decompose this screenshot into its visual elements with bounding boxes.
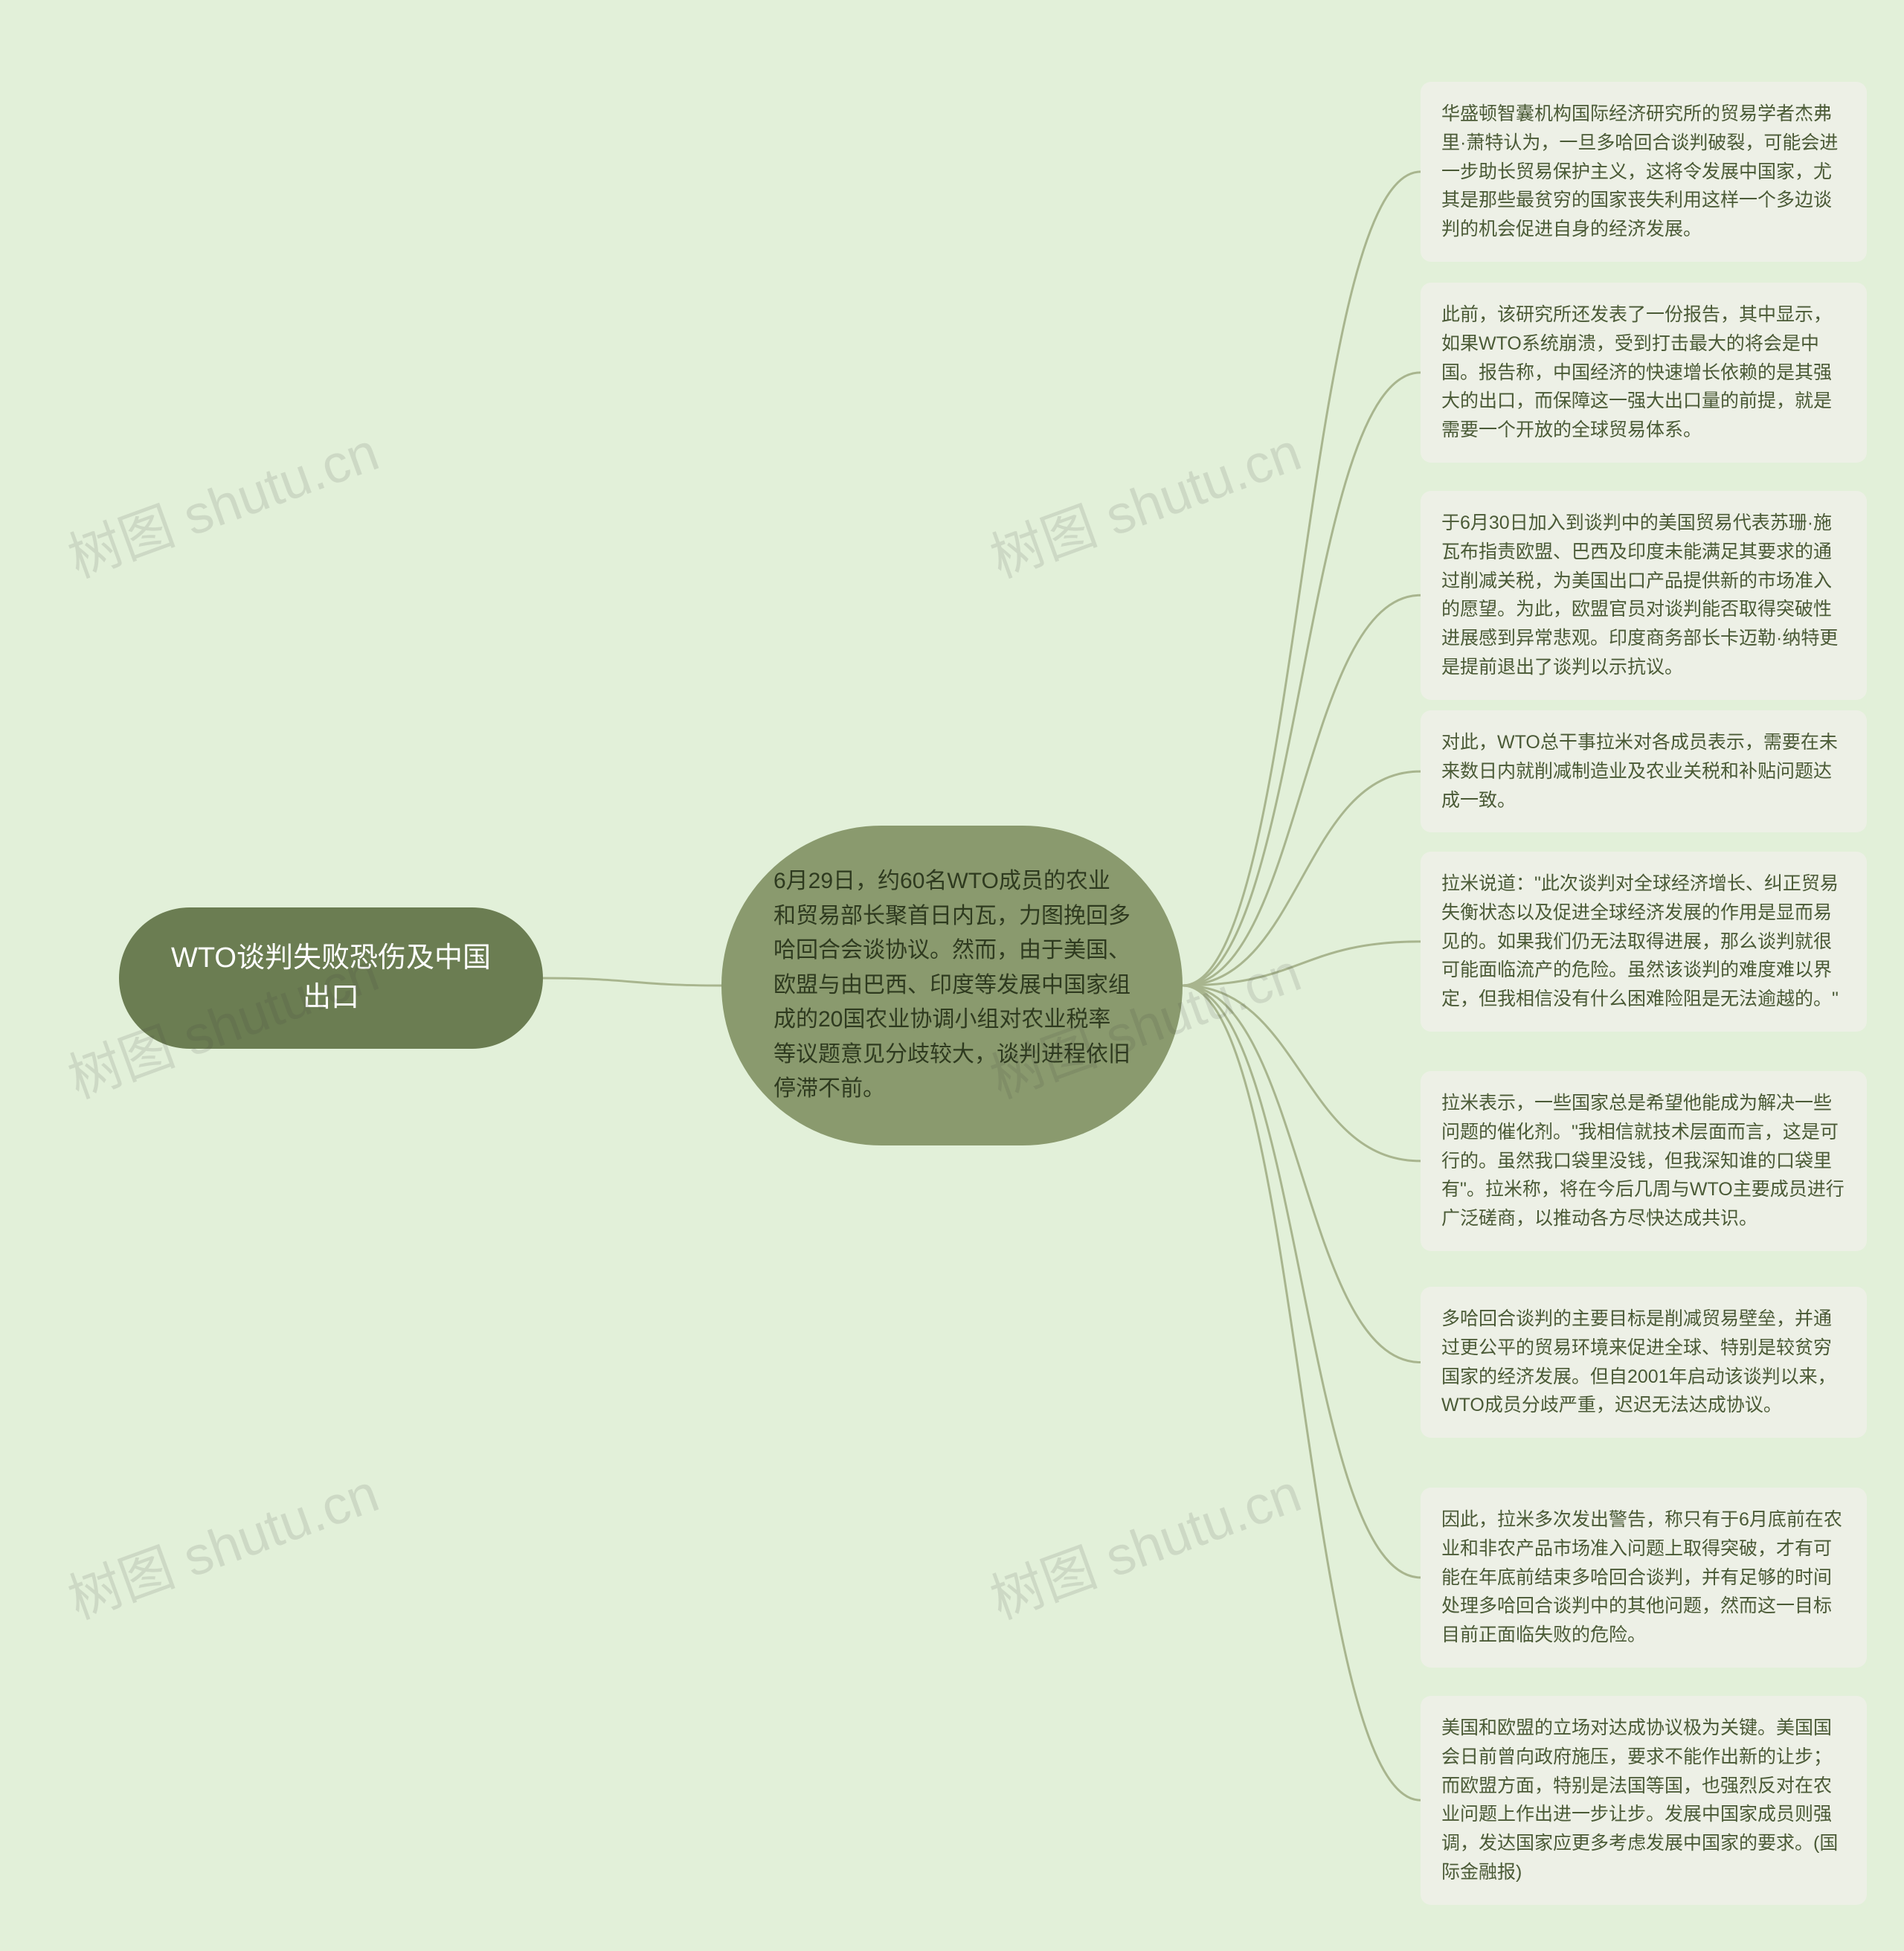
leaf-node[interactable]: 于6月30日加入到谈判中的美国贸易代表苏珊·施瓦布指责欧盟、巴西及印度未能满足其… [1421, 491, 1867, 700]
root-label: WTO谈判失败恐伤及中国出口 [164, 939, 498, 1018]
leaf-node[interactable]: 华盛顿智囊机构国际经济研究所的贸易学者杰弗里·萧特认为，一旦多哈回合谈判破裂，可… [1421, 82, 1867, 262]
leaf-node[interactable]: 多哈回合谈判的主要目标是削减贸易壁垒，并通过更公平的贸易环境来促进全球、特别是较… [1421, 1287, 1867, 1438]
leaf-label: 此前，该研究所还发表了一份报告，其中显示，如果WTO系统崩溃，受到打击最大的将会… [1441, 304, 1832, 440]
leaf-node[interactable]: 此前，该研究所还发表了一份报告，其中显示，如果WTO系统崩溃，受到打击最大的将会… [1421, 283, 1867, 463]
leaf-node[interactable]: 因此，拉米多次发出警告，称只有于6月底前在农业和非农产品市场准入问题上取得突破，… [1421, 1488, 1867, 1668]
watermark: 树图 shutu.cn [978, 408, 1310, 593]
leaf-label: 于6月30日加入到谈判中的美国贸易代表苏珊·施瓦布指责欧盟、巴西及印度未能满足其… [1441, 512, 1838, 678]
root-node[interactable]: WTO谈判失败恐伤及中国出口 [119, 907, 543, 1049]
leaf-node[interactable]: 美国和欧盟的立场对达成协议极为关键。美国国会日前曾向政府施压，要求不能作出新的让… [1421, 1696, 1867, 1905]
leaf-label: 拉米说道："此次谈判对全球经济增长、纠正贸易失衡状态以及促进全球经济发展的作用是… [1441, 873, 1839, 1009]
leaf-label: 拉米表示，一些国家总是希望他能成为解决一些问题的催化剂。"我相信就技术层面而言，… [1441, 1093, 1844, 1229]
watermark: 树图 shutu.cn [56, 1450, 387, 1634]
leaf-node[interactable]: 拉米说道："此次谈判对全球经济增长、纠正贸易失衡状态以及促进全球经济发展的作用是… [1421, 852, 1867, 1032]
branch-node[interactable]: 6月29日，约60名WTO成员的农业和贸易部长聚首日内瓦，力图挽回多哈回合会谈协… [721, 826, 1183, 1145]
mindmap-canvas: WTO谈判失败恐伤及中国出口 6月29日，约60名WTO成员的农业和贸易部长聚首… [0, 0, 1904, 1951]
leaf-label: 因此，拉米多次发出警告，称只有于6月底前在农业和非农产品市场准入问题上取得突破，… [1441, 1509, 1842, 1645]
watermark: 树图 shutu.cn [56, 408, 387, 593]
leaf-label: 华盛顿智囊机构国际经济研究所的贸易学者杰弗里·萧特认为，一旦多哈回合谈判破裂，可… [1441, 103, 1838, 240]
leaf-node[interactable]: 拉米表示，一些国家总是希望他能成为解决一些问题的催化剂。"我相信就技术层面而言，… [1421, 1071, 1867, 1251]
leaf-label: 多哈回合谈判的主要目标是削减贸易壁垒，并通过更公平的贸易环境来促进全球、特别是较… [1441, 1308, 1836, 1415]
leaf-label: 对此，WTO总干事拉米对各成员表示，需要在未来数日内就削减制造业及农业关税和补贴… [1441, 732, 1838, 811]
leaf-label: 美国和欧盟的立场对达成协议极为关键。美国国会日前曾向政府施压，要求不能作出新的让… [1441, 1717, 1838, 1883]
leaf-node[interactable]: 对此，WTO总干事拉米对各成员表示，需要在未来数日内就削减制造业及农业关税和补贴… [1421, 710, 1867, 832]
branch-label: 6月29日，约60名WTO成员的农业和贸易部长聚首日内瓦，力图挽回多哈回合会谈协… [774, 864, 1130, 1107]
watermark: 树图 shutu.cn [978, 1450, 1310, 1634]
